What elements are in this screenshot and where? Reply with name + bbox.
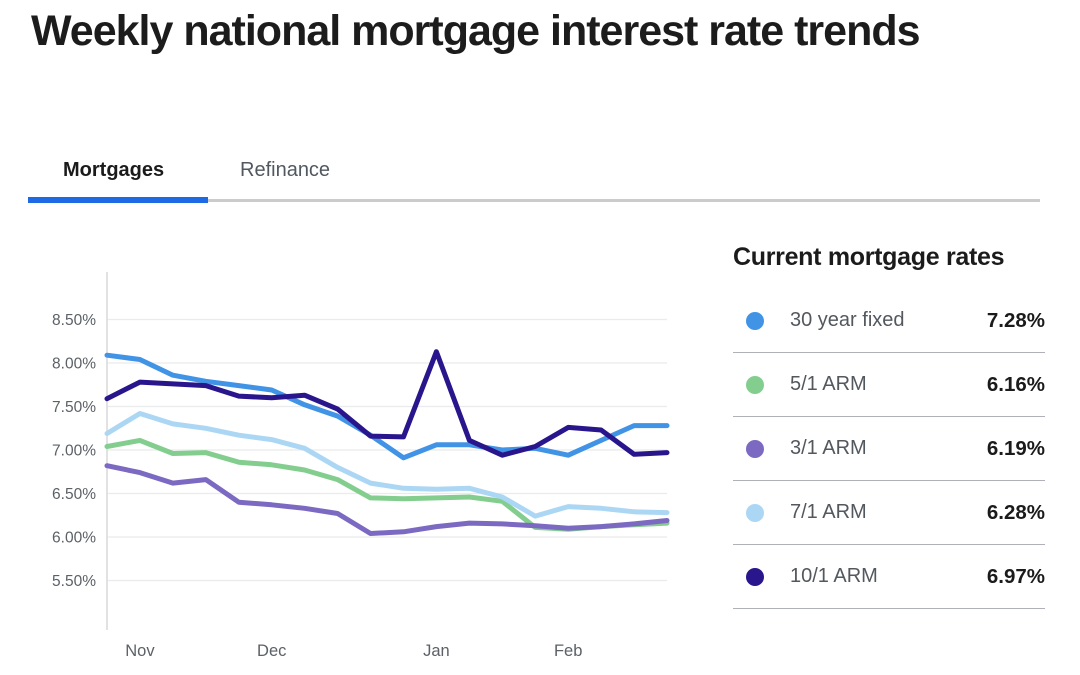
line-30-year-fixed (104, 352, 670, 461)
y-axis-tick-label: 7.00% (52, 443, 96, 460)
legend-row-10-1-arm: 10/1 ARM 6.97% (733, 545, 1045, 609)
x-axis-month-label: Feb (554, 642, 582, 660)
y-axis-tick-label: 6.00% (52, 530, 96, 547)
legend-rows: 30 year fixed 7.28% 5/1 ARM 6.16% 3/1 AR… (733, 289, 1045, 609)
y-axis-tick-label: 5.50% (52, 573, 96, 590)
tab-refinance[interactable]: Refinance (240, 159, 331, 181)
line-10-1-arm (104, 349, 670, 458)
series-name: 30 year fixed (790, 309, 905, 331)
tab-bar: Mortgages Refinance (33, 159, 1040, 205)
y-axis-tick-label: 8.00% (52, 356, 96, 373)
series-dot-icon (746, 503, 764, 522)
series-name: 3/1 ARM (790, 437, 867, 459)
series-rate-value: 6.97% (986, 564, 1045, 588)
legend-title: Current mortgage rates (733, 243, 1005, 271)
legend-row-7-1-arm: 7/1 ARM 6.28% (733, 481, 1045, 545)
page-title: Weekly national mortgage interest rate t… (31, 7, 921, 55)
series-name: 10/1 ARM (790, 565, 878, 587)
series-rate-value: 6.28% (986, 500, 1045, 524)
y-axis-tick-label: 6.50% (52, 486, 96, 503)
tab-divider (33, 199, 1040, 202)
line-7-1-arm (104, 411, 670, 519)
series-dot-icon (746, 375, 764, 394)
legend-row-30-year-fixed: 30 year fixed 7.28% (733, 289, 1045, 353)
legend-row-3-1-arm: 3/1 ARM 6.19% (733, 417, 1045, 481)
y-axis-tick-label: 8.50% (52, 312, 96, 329)
series-name: 7/1 ARM (790, 501, 867, 523)
series-rate-value: 6.16% (986, 372, 1045, 396)
tab-mortgages[interactable]: Mortgages (63, 159, 165, 181)
x-axis-month-label: Dec (257, 642, 286, 660)
line-3-1-arm (104, 463, 670, 536)
current-rates-panel: Current mortgage rates 30 year fixed 7.2… (733, 243, 1045, 609)
active-tab-indicator (28, 197, 208, 203)
series-dot-icon (746, 567, 764, 586)
series-dot-icon (746, 439, 764, 458)
x-axis-month-label: Jan (423, 642, 450, 660)
legend-row-5-1-arm: 5/1 ARM 6.16% (733, 353, 1045, 417)
x-axis-month-label: Nov (125, 642, 155, 660)
series-rate-value: 7.28% (986, 308, 1045, 332)
series-rate-value: 6.19% (986, 436, 1045, 460)
y-axis-tick-label: 7.50% (52, 399, 96, 416)
series-dot-icon (746, 311, 764, 330)
series-name: 5/1 ARM (790, 373, 867, 395)
